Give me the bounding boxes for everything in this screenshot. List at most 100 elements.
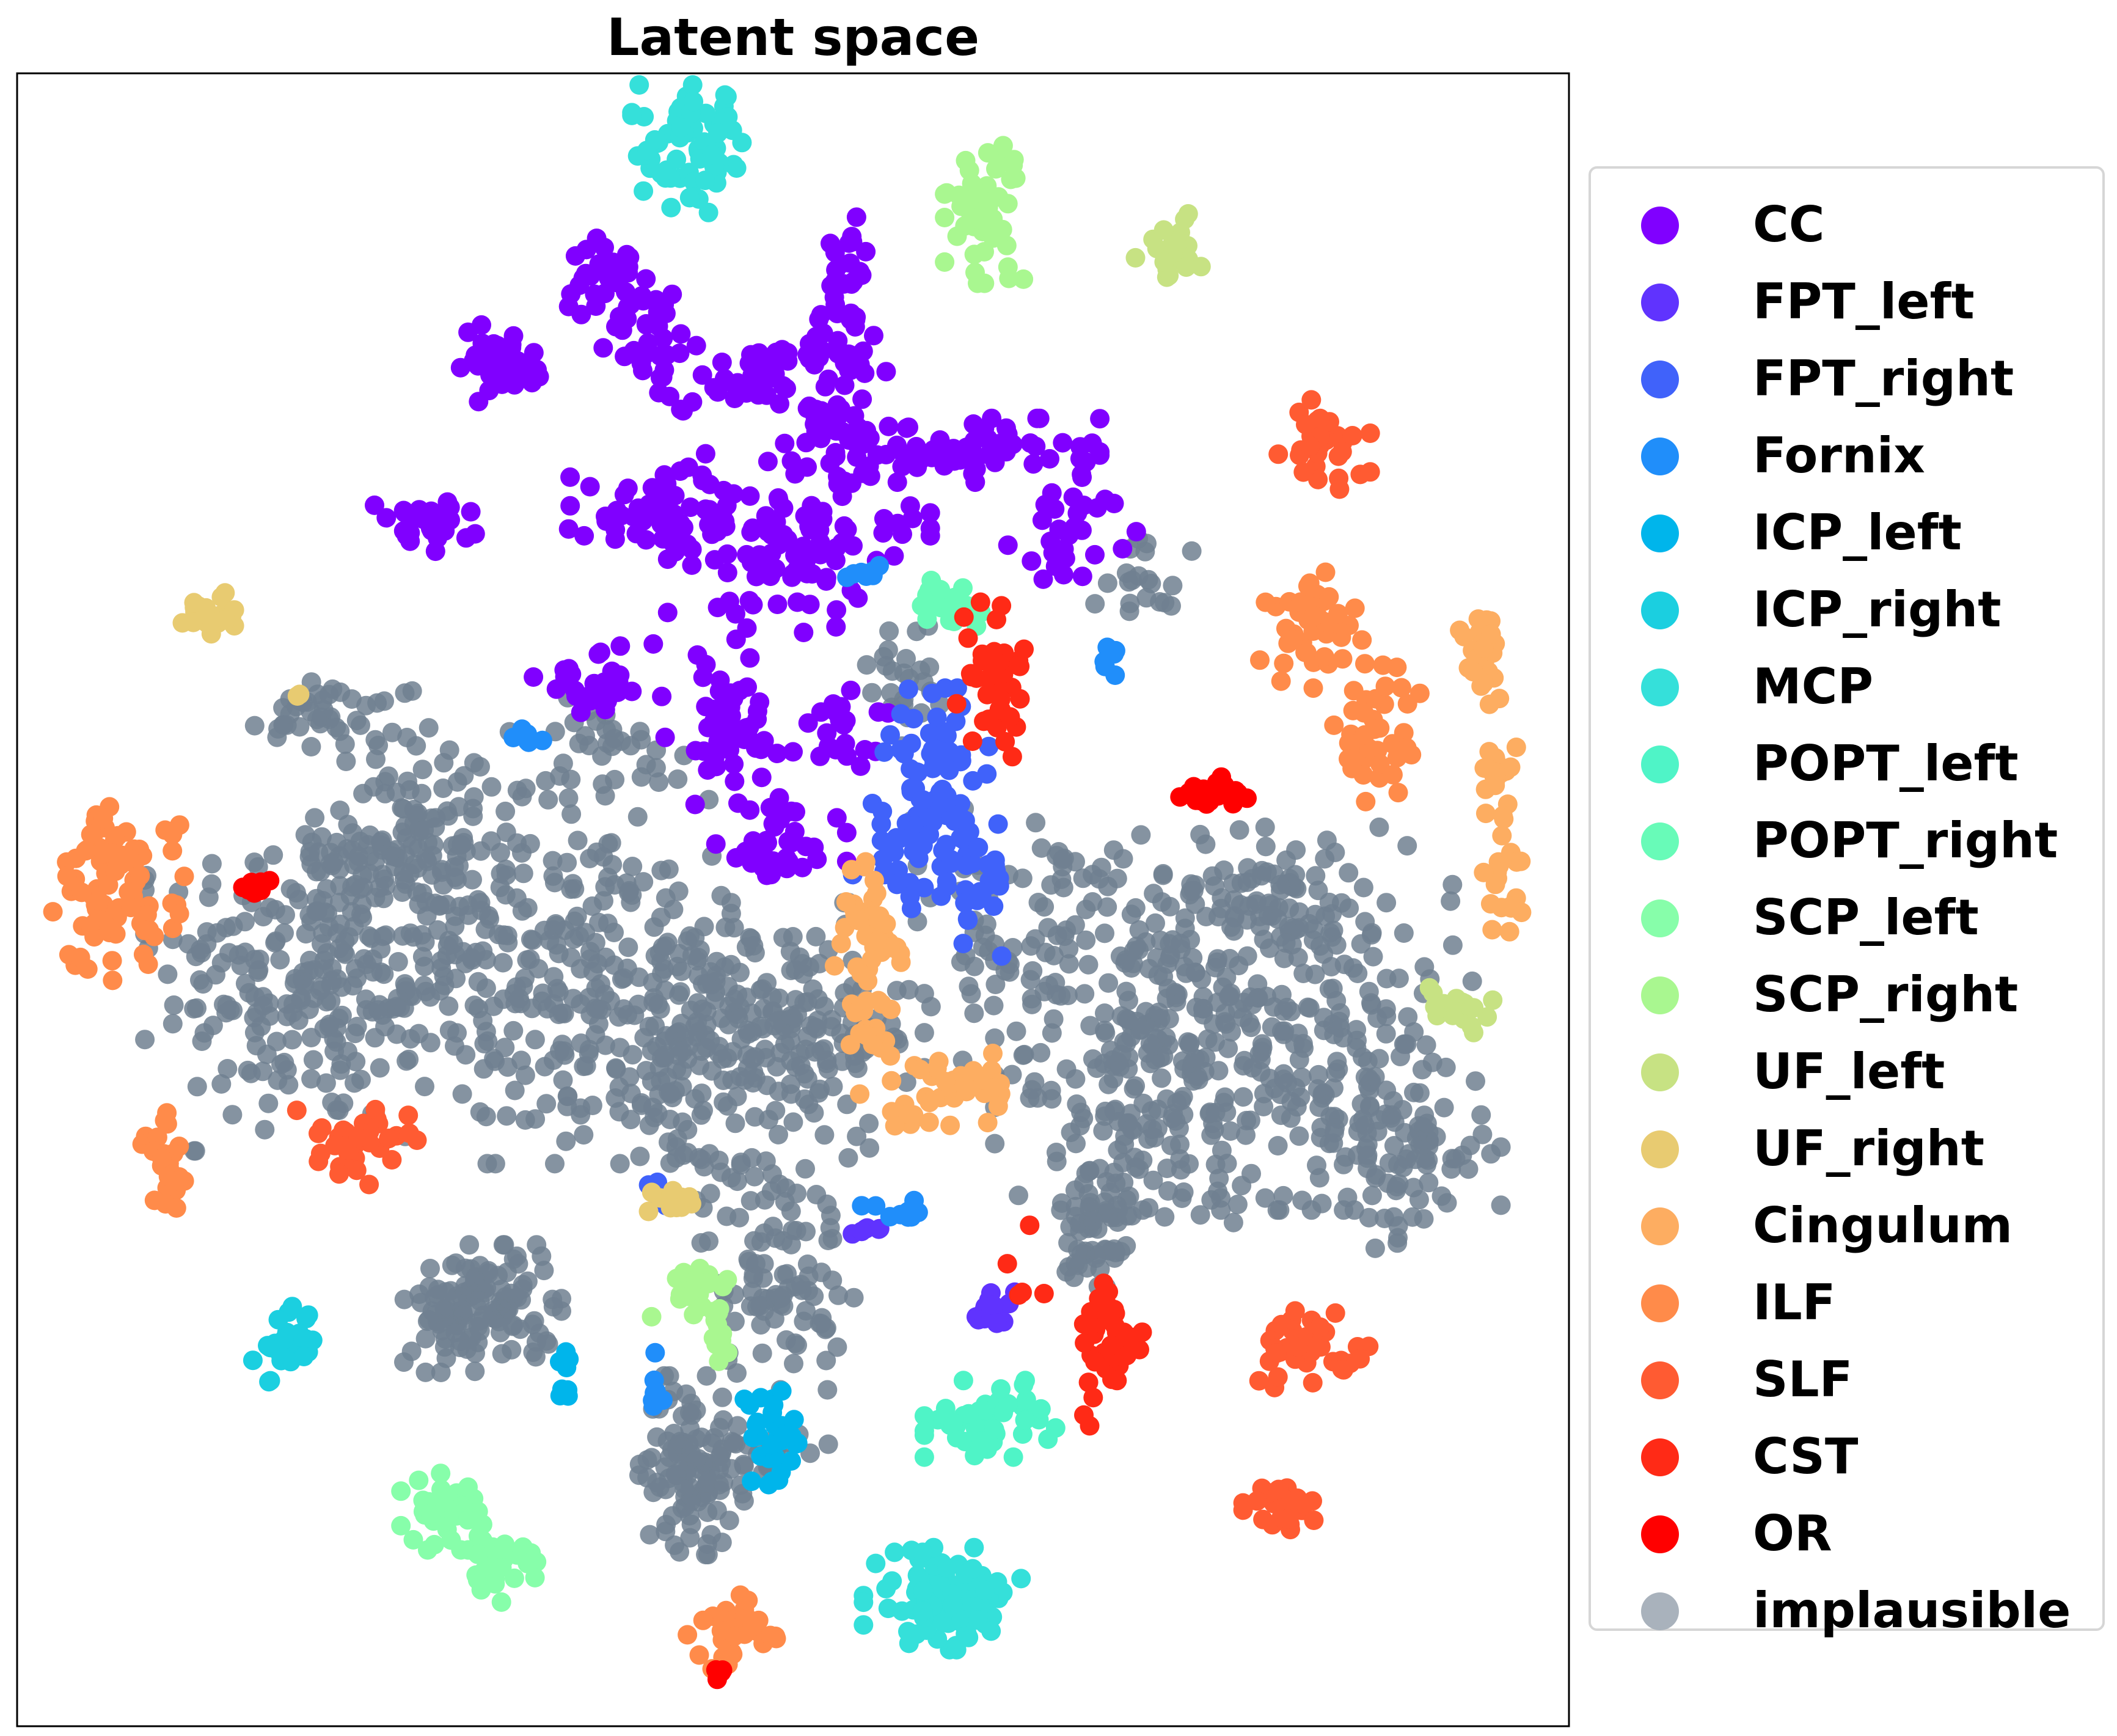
data-point [1353,877,1373,898]
data-point [1155,593,1175,613]
data-point [763,814,783,834]
data-point [549,982,569,1002]
data-point [726,604,745,624]
data-point [1042,1089,1062,1109]
data-point [920,657,940,677]
data-point [1120,593,1140,613]
data-point [1158,1181,1178,1201]
data-point [769,1470,789,1490]
data-point [247,1003,267,1023]
legend-label: CST [1753,1428,1859,1485]
series-implausible [135,529,1511,1565]
data-point [668,769,688,789]
data-point [1123,953,1143,973]
data-point [659,859,679,879]
data-point [847,1126,867,1146]
data-point [99,918,119,938]
data-point [270,1344,290,1364]
data-point [216,1003,236,1023]
data-point [348,1128,368,1148]
data-point [266,1031,287,1052]
data-point [1153,864,1173,884]
data-point [290,1327,310,1347]
data-point [836,822,857,843]
data-point [1242,869,1262,889]
data-point [300,950,320,970]
data-point [517,731,538,751]
series-OR [233,767,1257,1690]
data-point [825,551,846,571]
data-point [1254,1097,1274,1116]
data-point [602,855,623,875]
data-point [937,1558,957,1578]
data-point [901,1207,921,1227]
data-point [846,207,866,227]
data-point [371,962,391,983]
data-point [931,580,951,599]
data-point [387,997,407,1017]
data-point [970,592,990,612]
data-point [1026,813,1046,833]
legend-item: CST [1591,1419,2102,1496]
data-point [244,950,265,970]
legend-item: ILF [1591,1265,2102,1342]
data-point [471,901,491,921]
data-point [874,742,894,762]
data-point [265,899,285,920]
data-point [571,994,591,1014]
data-point [412,760,433,780]
data-point [1461,1016,1482,1036]
data-point [543,1297,563,1317]
data-point [1038,918,1058,938]
data-point [887,472,907,493]
data-point [642,1182,662,1203]
data-point [1041,875,1061,895]
data-point [826,617,846,637]
data-point [327,1135,348,1154]
data-point [635,501,655,521]
data-point [1471,1105,1491,1125]
data-point [211,1074,232,1094]
data-point [699,1231,718,1251]
data-point [510,1319,530,1339]
data-point [1053,433,1073,453]
data-point [968,1610,988,1630]
data-point [958,910,978,930]
data-point [778,832,799,852]
data-point [695,170,715,191]
series-FPT_left [843,1218,1025,1333]
data-point [463,870,482,890]
data-point [431,1479,451,1500]
data-point [852,1196,872,1216]
data-point [57,852,77,872]
data-point [913,1581,933,1601]
data-point [701,1525,722,1545]
data-point [1278,1073,1298,1093]
data-point [816,1350,836,1371]
data-point [1000,707,1020,727]
data-point [1154,252,1174,272]
data-point [1388,783,1408,803]
data-point [1179,783,1199,803]
data-point [667,149,687,169]
data-point [1462,971,1482,991]
data-point [795,1159,815,1179]
legend-label: FPT_left [1753,273,1975,330]
data-point [653,367,673,387]
data-point [1004,150,1024,170]
data-point [1375,676,1395,697]
data-point [822,1270,843,1291]
data-point [412,925,432,945]
data-point [522,998,542,1019]
data-point [634,181,654,201]
data-point [650,346,670,366]
data-point [828,331,848,351]
data-point [657,602,678,623]
data-point [670,1542,690,1562]
data-point [550,1352,569,1372]
data-point [441,1530,461,1550]
data-point [1397,694,1417,714]
data-point [1296,643,1317,663]
data-point [1319,979,1339,999]
data-point [946,1427,967,1448]
